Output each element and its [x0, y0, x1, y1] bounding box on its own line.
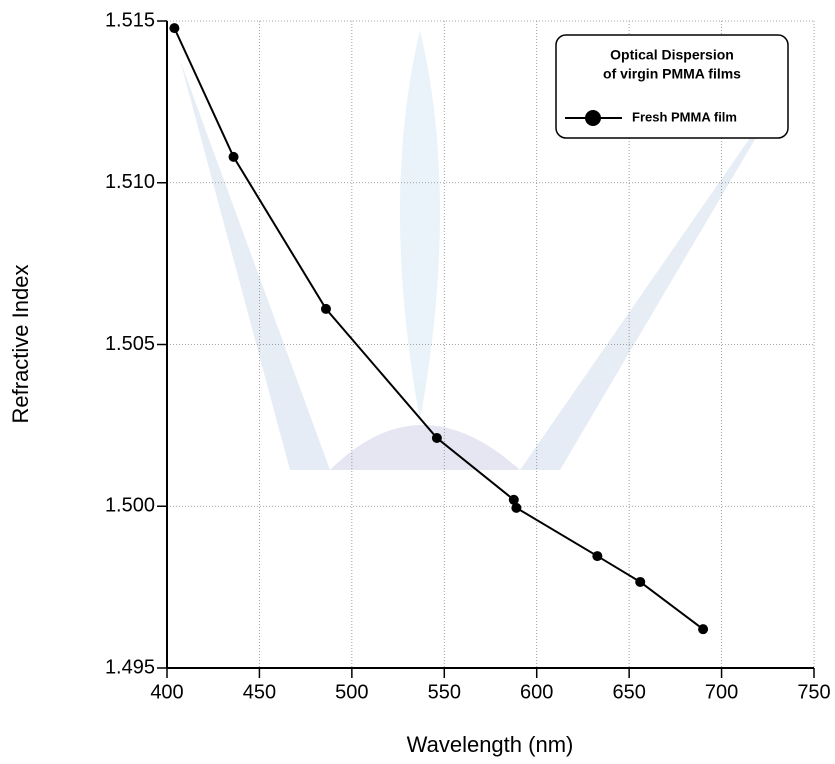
data-point: [508, 494, 519, 505]
y-tick-label: 1.495: [105, 656, 155, 678]
data-point: [431, 432, 442, 443]
data-point: [635, 576, 646, 587]
legend-title: of virgin PMMA films: [603, 66, 741, 82]
plot: [169, 23, 709, 635]
y-tick-label: 1.510: [105, 171, 155, 193]
data-point: [592, 551, 603, 562]
data-point: [698, 624, 709, 635]
watermark: [180, 30, 790, 470]
data-point: [228, 151, 239, 162]
x-tick-label: 500: [335, 681, 368, 703]
data-point: [511, 502, 522, 513]
x-tick-label: 700: [705, 681, 738, 703]
x-axis-label: Wavelength (nm): [407, 732, 574, 757]
y-tick-label: 1.505: [105, 333, 155, 355]
legend-label: Fresh PMMA film: [632, 109, 737, 124]
x-tick-label: 450: [243, 681, 276, 703]
x-tick-label: 550: [428, 681, 461, 703]
x-tick-label: 400: [150, 681, 183, 703]
data-point: [169, 23, 180, 34]
legend-box: [555, 34, 789, 139]
x-tick-label: 750: [797, 681, 830, 703]
x-tick-label: 600: [520, 681, 553, 703]
legend-title: Optical Dispersion: [610, 47, 734, 63]
y-tick-label: 1.515: [105, 9, 155, 31]
y-axis-label: Refractive Index: [8, 265, 33, 424]
y-tick-label: 1.500: [105, 495, 155, 517]
legend-marker: [585, 110, 601, 126]
data-point: [320, 303, 331, 314]
x-tick-label: 650: [612, 681, 645, 703]
